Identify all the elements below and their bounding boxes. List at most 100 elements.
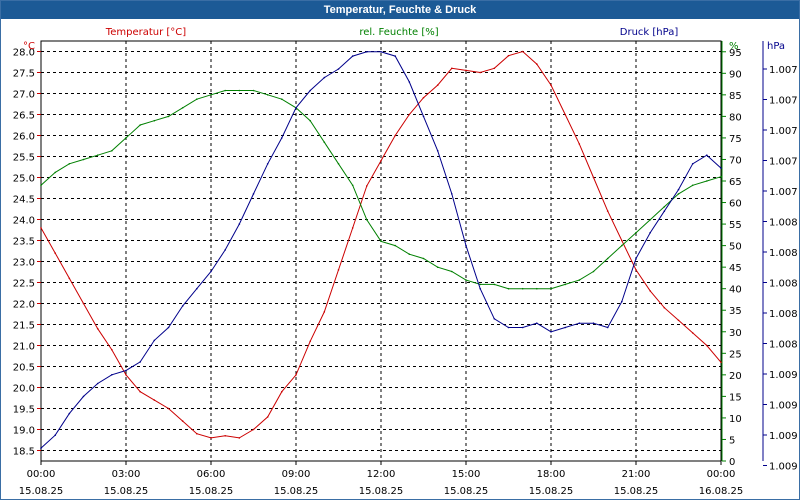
data-point-hum bbox=[153, 119, 156, 122]
data-point-temp bbox=[720, 361, 722, 364]
data-point-press bbox=[394, 55, 397, 57]
data-point-temp bbox=[649, 290, 651, 292]
data-point-press bbox=[125, 369, 127, 372]
data-point-press bbox=[663, 210, 666, 212]
x-tick-date: 15.08.25 bbox=[189, 486, 234, 497]
press-tick-label: 1.009 bbox=[769, 462, 798, 473]
data-point-temp bbox=[252, 428, 255, 431]
data-point-press bbox=[649, 231, 651, 234]
hum-tick-label: 65 bbox=[729, 177, 742, 188]
data-point-hum bbox=[323, 141, 326, 143]
data-point-temp bbox=[111, 348, 113, 351]
x-tick-date: 15.08.25 bbox=[19, 486, 64, 497]
x-tick-time: 00:00 bbox=[27, 469, 56, 480]
press-tick-label: 1.008 bbox=[769, 340, 798, 351]
data-point-press bbox=[323, 76, 326, 79]
data-point-hum bbox=[635, 231, 637, 234]
data-point-press bbox=[479, 287, 482, 290]
data-point-temp bbox=[635, 269, 637, 271]
data-point-temp bbox=[521, 50, 524, 53]
data-point-temp bbox=[663, 306, 666, 309]
data-point-press bbox=[380, 51, 382, 53]
data-point-hum bbox=[465, 279, 467, 281]
data-point-temp bbox=[224, 435, 226, 437]
data-point-press bbox=[578, 322, 581, 325]
hum-tick-label: 35 bbox=[729, 306, 742, 317]
data-point-press bbox=[507, 326, 510, 329]
temp-tick-label: 25.5 bbox=[13, 153, 35, 164]
data-point-press bbox=[408, 81, 411, 83]
data-point-hum bbox=[210, 94, 212, 96]
press-tick-label: 1.007 bbox=[769, 96, 798, 107]
data-point-hum bbox=[451, 270, 453, 273]
temp-tick-label: 22.5 bbox=[13, 279, 35, 290]
temp-tick-label: 23.0 bbox=[13, 258, 35, 269]
hum-tick-label: 5 bbox=[729, 435, 735, 446]
data-point-hum bbox=[238, 89, 241, 92]
temp-tick-label: 27.0 bbox=[13, 90, 35, 101]
hum-tick-label: 0 bbox=[729, 457, 735, 468]
data-point-press bbox=[606, 326, 609, 329]
temp-tick-label: 27.5 bbox=[13, 69, 35, 80]
temp-tick-label: 23.5 bbox=[13, 237, 35, 248]
data-point-hum bbox=[536, 287, 538, 290]
data-point-temp bbox=[40, 227, 42, 229]
data-point-press bbox=[252, 193, 255, 195]
data-point-temp bbox=[578, 143, 581, 145]
hum-unit: % bbox=[729, 41, 739, 52]
data-point-press bbox=[82, 395, 85, 398]
data-point-temp bbox=[125, 374, 127, 376]
data-point-hum bbox=[139, 124, 141, 126]
data-point-hum bbox=[68, 163, 71, 165]
data-point-hum bbox=[649, 219, 651, 221]
temp-tick-label: 20.0 bbox=[13, 384, 35, 395]
data-point-hum bbox=[224, 89, 226, 92]
data-point-temp bbox=[536, 63, 538, 65]
data-point-temp bbox=[606, 210, 609, 212]
press-tick-label: 1.008 bbox=[769, 218, 798, 229]
hum-tick-label: 30 bbox=[729, 328, 742, 339]
data-point-press bbox=[550, 331, 552, 333]
hum-tick-label: 60 bbox=[729, 199, 742, 210]
data-point-press bbox=[281, 137, 283, 139]
data-point-hum bbox=[125, 137, 127, 139]
data-point-temp bbox=[564, 113, 566, 116]
data-point-temp bbox=[54, 252, 56, 254]
press-tick-label: 1.007 bbox=[769, 65, 798, 76]
temp-tick-label: 24.5 bbox=[13, 195, 35, 206]
window-title: Temperatur, Feuchte & Druck bbox=[1, 1, 799, 19]
data-point-hum bbox=[706, 180, 708, 182]
data-point-press bbox=[210, 270, 212, 273]
hum-tick-label: 95 bbox=[729, 48, 742, 59]
data-point-temp bbox=[238, 437, 241, 439]
data-point-temp bbox=[139, 390, 141, 393]
data-point-temp bbox=[451, 67, 453, 70]
hum-axis-label: rel. Feuchte [%] bbox=[359, 27, 438, 38]
data-point-hum bbox=[606, 257, 609, 260]
data-point-temp bbox=[394, 134, 397, 137]
data-point-hum bbox=[677, 193, 680, 195]
data-point-press bbox=[238, 223, 241, 225]
hum-tick-label: 50 bbox=[729, 242, 742, 253]
data-point-hum bbox=[96, 154, 99, 156]
data-point-temp bbox=[351, 227, 354, 229]
temp-tick-label: 26.5 bbox=[13, 111, 35, 122]
data-point-press bbox=[691, 163, 694, 165]
data-point-press bbox=[68, 412, 71, 415]
data-point-hum bbox=[82, 158, 85, 161]
data-point-press bbox=[139, 361, 141, 363]
data-point-press bbox=[366, 51, 368, 53]
data-point-hum bbox=[337, 163, 340, 165]
data-point-hum bbox=[507, 287, 510, 290]
data-point-hum bbox=[550, 287, 552, 290]
data-point-press bbox=[153, 339, 156, 342]
x-tick-date: 15.08.25 bbox=[359, 486, 404, 497]
data-point-press bbox=[521, 326, 524, 329]
press-unit: hPa bbox=[767, 41, 785, 52]
data-point-hum bbox=[621, 244, 623, 247]
data-point-press bbox=[111, 374, 113, 376]
data-point-hum bbox=[691, 184, 694, 187]
press-tick-label: 1.008 bbox=[769, 309, 798, 320]
data-point-hum bbox=[521, 287, 524, 290]
data-point-hum bbox=[592, 270, 595, 273]
